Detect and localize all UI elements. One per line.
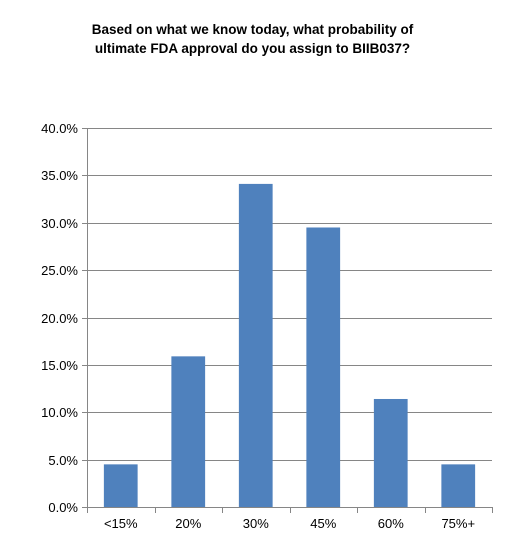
axes <box>82 128 493 513</box>
bar <box>238 183 273 507</box>
y-tick-label: 15.0% <box>41 358 78 373</box>
bar <box>373 398 408 507</box>
bar <box>441 464 476 507</box>
y-tick-label: 0.0% <box>48 500 78 515</box>
bar <box>103 464 138 507</box>
x-tick-label: 30% <box>243 516 269 531</box>
gridlines <box>87 128 492 461</box>
y-tick-label: 5.0% <box>48 453 78 468</box>
bars <box>103 183 476 508</box>
x-tick-label: 20% <box>175 516 201 531</box>
chart-title: Based on what we know today, what probab… <box>0 20 505 58</box>
x-tick-label: <15% <box>104 516 138 531</box>
bar <box>306 227 341 508</box>
y-tick-label: 10.0% <box>41 405 78 420</box>
bar <box>171 356 206 507</box>
y-tick-label: 25.0% <box>41 263 78 278</box>
tick-labels: 0.0% 5.0% 10.0% 15.0% 20.0% 25.0% 30.0% 35.0% 40… <box>41 121 475 531</box>
chart-title-line-2: ultimate FDA approval do you assign to B… <box>94 41 411 56</box>
y-tick-label: 20.0% <box>41 311 78 326</box>
x-tick-label: 60% <box>378 516 404 531</box>
y-tick-label: 35.0% <box>41 168 78 183</box>
chart-title-line-1: Based on what we know today, what probab… <box>91 22 414 37</box>
y-tick-label: 30.0% <box>41 216 78 231</box>
x-tick-label: 45% <box>310 516 336 531</box>
x-tick-label: 75%+ <box>441 516 475 531</box>
y-tick-label: 40.0% <box>41 121 78 136</box>
